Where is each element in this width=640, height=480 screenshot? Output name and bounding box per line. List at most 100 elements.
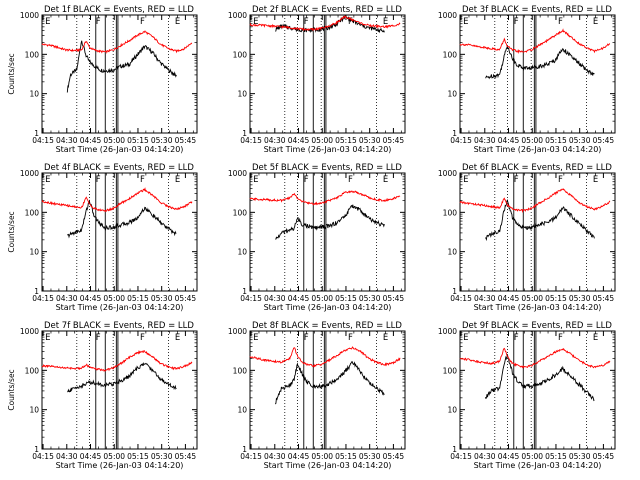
x-tick-label: 04:30 bbox=[264, 452, 286, 461]
y-tick-label: 1000 bbox=[20, 169, 39, 178]
x-tick-label: 05:15 bbox=[545, 294, 567, 303]
segment-marker-label: F bbox=[558, 17, 563, 27]
segment-marker-label: E bbox=[253, 17, 258, 27]
segment-marker-label: E bbox=[175, 175, 180, 185]
plot-frame bbox=[249, 330, 406, 450]
x-tick-label: 05:15 bbox=[335, 294, 357, 303]
x-tick-label: 04:45 bbox=[498, 136, 520, 145]
events-trace bbox=[484, 354, 595, 402]
x-tick-label: 05:00 bbox=[311, 294, 333, 303]
x-tick-label: 04:30 bbox=[474, 136, 496, 145]
x-tick-label: 04:30 bbox=[264, 294, 286, 303]
plot-frame bbox=[249, 172, 406, 292]
panel-title: Det 7f BLACK = Events, RED = LLD bbox=[44, 321, 194, 331]
x-tick-label: 04:30 bbox=[56, 294, 78, 303]
events-trace bbox=[275, 204, 385, 240]
x-axis-label: Start Time (26-Jan-03 04:14:20) bbox=[56, 461, 184, 470]
x-tick-label: 05:15 bbox=[127, 452, 149, 461]
x-tick-label: 05:45 bbox=[593, 294, 615, 303]
x-tick-label: 05:30 bbox=[359, 136, 381, 145]
panel-det-1f: Det 1f BLACK = Events, RED = LLD 1 10 100 10… bbox=[7, 5, 198, 154]
x-tick-label: 04:15 bbox=[450, 294, 472, 303]
y-tick-label: 1000 bbox=[438, 327, 457, 336]
x-tick-label: 05:00 bbox=[521, 136, 543, 145]
y-tick-label: 100 bbox=[233, 208, 248, 217]
x-tick-label: 05:00 bbox=[521, 294, 543, 303]
x-tick-label: 04:15 bbox=[240, 452, 262, 461]
events-trace bbox=[485, 44, 595, 80]
x-tick-label: 05:45 bbox=[383, 452, 405, 461]
y-tick-label: 10 bbox=[447, 248, 457, 257]
x-tick-label: 05:15 bbox=[127, 294, 149, 303]
segment-marker-label: F bbox=[140, 17, 145, 27]
x-tick-label: 05:00 bbox=[103, 136, 125, 145]
lld-trace bbox=[41, 350, 193, 372]
x-tick-label: 05:30 bbox=[151, 136, 173, 145]
x-tick-label: 04:45 bbox=[498, 452, 520, 461]
x-tick-label: 05:30 bbox=[359, 294, 381, 303]
x-tick-label: 05:15 bbox=[545, 452, 567, 461]
events-trace bbox=[67, 362, 177, 393]
y-tick-label: 1 bbox=[34, 129, 39, 138]
x-tick-label: 04:45 bbox=[498, 294, 520, 303]
panel-det-3f: Det 3f BLACK = Events, RED = LLD 1 10 100 10… bbox=[438, 5, 616, 154]
x-axis-label: Start Time (26-Jan-03 04:14:20) bbox=[264, 303, 392, 312]
x-tick-label: 05:15 bbox=[127, 136, 149, 145]
lld-trace bbox=[459, 28, 611, 55]
segment-marker-label: E bbox=[175, 17, 180, 27]
x-tick-label: 04:45 bbox=[288, 136, 310, 145]
x-tick-label: 04:45 bbox=[80, 294, 102, 303]
panel-det-4f: Det 4f BLACK = Events, RED = LLD 1 10 100 10… bbox=[7, 163, 198, 312]
panel-title: Det 4f BLACK = Events, RED = LLD bbox=[44, 163, 194, 173]
y-axis-label: Counts/sec bbox=[7, 369, 16, 410]
y-tick-label: 1000 bbox=[438, 11, 457, 20]
lld-trace bbox=[249, 190, 401, 206]
y-tick-label: 1 bbox=[242, 445, 247, 454]
x-tick-label: 05:45 bbox=[593, 136, 615, 145]
segment-marker-label: E bbox=[383, 17, 388, 27]
y-tick-label: 1000 bbox=[20, 11, 39, 20]
lld-trace bbox=[249, 346, 401, 368]
segment-marker-label: E bbox=[463, 333, 468, 343]
segment-marker-label: E bbox=[593, 175, 598, 185]
y-tick-label: 1 bbox=[452, 287, 457, 296]
lld-trace bbox=[41, 187, 193, 213]
y-tick-label: 10 bbox=[29, 406, 39, 415]
x-axis-label: Start Time (26-Jan-03 04:14:20) bbox=[474, 461, 602, 470]
segment-marker-label: F bbox=[140, 333, 145, 343]
x-tick-label: 04:45 bbox=[80, 452, 102, 461]
y-tick-label: 1000 bbox=[20, 327, 39, 336]
x-axis-label: Start Time (26-Jan-03 04:14:20) bbox=[474, 303, 602, 312]
lld-trace bbox=[41, 30, 193, 54]
x-tick-label: 05:30 bbox=[569, 452, 591, 461]
plot-frame bbox=[459, 14, 616, 134]
x-axis-label: Start Time (26-Jan-03 04:14:20) bbox=[56, 303, 184, 312]
y-tick-label: 100 bbox=[443, 50, 458, 59]
x-tick-label: 05:45 bbox=[383, 294, 405, 303]
segment-marker-label: F bbox=[514, 333, 519, 343]
segment-marker-label: E bbox=[253, 175, 258, 185]
panel-det-2f: Det 2f BLACK = Events, RED = LLD 1 10 100 10… bbox=[228, 5, 406, 154]
segment-marker-label: F bbox=[304, 333, 309, 343]
x-tick-label: 05:00 bbox=[521, 452, 543, 461]
y-tick-label: 10 bbox=[237, 90, 247, 99]
y-tick-label: 10 bbox=[29, 90, 39, 99]
x-tick-label: 05:00 bbox=[311, 136, 333, 145]
lld-trace bbox=[459, 347, 611, 369]
events-trace bbox=[274, 361, 385, 405]
y-tick-label: 10 bbox=[237, 406, 247, 415]
y-tick-label: 100 bbox=[25, 208, 40, 217]
x-tick-label: 04:15 bbox=[32, 136, 54, 145]
segment-marker-label: F bbox=[558, 333, 563, 343]
lld-trace bbox=[459, 188, 611, 214]
x-tick-label: 04:45 bbox=[288, 452, 310, 461]
segment-marker-label: F bbox=[514, 175, 519, 185]
x-tick-label: 05:00 bbox=[103, 294, 125, 303]
segment-marker-label: E bbox=[593, 17, 598, 27]
panel-title: Det 8f BLACK = Events, RED = LLD bbox=[252, 321, 402, 331]
y-tick-label: 1000 bbox=[228, 11, 247, 20]
plot-frame bbox=[41, 14, 198, 134]
x-tick-label: 04:30 bbox=[56, 452, 78, 461]
panel-det-7f: Det 7f BLACK = Events, RED = LLD 1 10 100 10… bbox=[7, 321, 198, 470]
